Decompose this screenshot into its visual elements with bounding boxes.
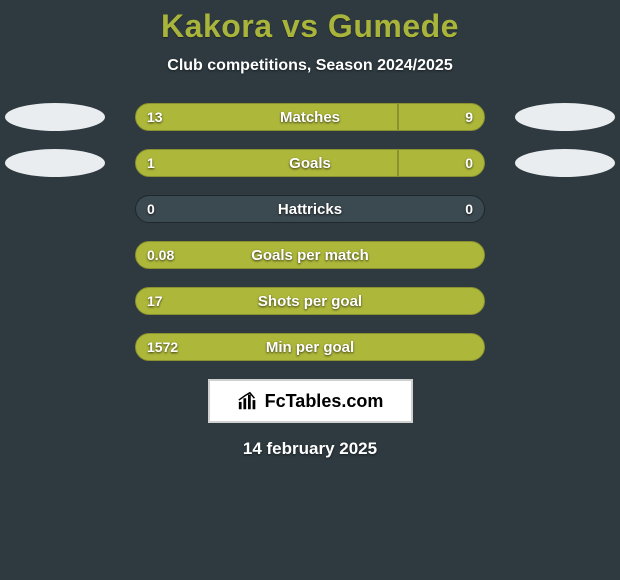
- stat-row: 00Hattricks: [0, 195, 620, 223]
- bar-left-fill: [135, 149, 398, 177]
- spacer: [5, 195, 105, 223]
- spacer: [515, 287, 615, 315]
- stat-row: 17Shots per goal: [0, 287, 620, 315]
- player-left-oval: [5, 149, 105, 177]
- bar-right-fill: [398, 149, 486, 177]
- bar-left-fill: [135, 287, 485, 315]
- stat-bar: 1572Min per goal: [135, 333, 485, 361]
- stat-row: 139Matches: [0, 103, 620, 131]
- page-title: Kakora vs Gumede: [0, 8, 620, 45]
- comparison-date: 14 february 2025: [0, 439, 620, 459]
- spacer: [5, 241, 105, 269]
- stat-row: 10Goals: [0, 149, 620, 177]
- fctables-logo[interactable]: FcTables.com: [208, 379, 413, 423]
- player-left-oval: [5, 103, 105, 131]
- spacer: [5, 333, 105, 361]
- stat-bar: 10Goals: [135, 149, 485, 177]
- player-right-oval: [515, 149, 615, 177]
- page-subtitle: Club competitions, Season 2024/2025: [0, 57, 620, 75]
- spacer: [5, 287, 105, 315]
- spacer: [515, 195, 615, 223]
- bar-left-fill: [135, 103, 398, 131]
- stat-row: 1572Min per goal: [0, 333, 620, 361]
- stat-bar: 00Hattricks: [135, 195, 485, 223]
- player-right-oval: [515, 103, 615, 131]
- stat-bar: 0.08Goals per match: [135, 241, 485, 269]
- spacer: [515, 333, 615, 361]
- stat-rows: 139Matches 10Goals 00Hattricks 0.08Goals pe…: [0, 103, 620, 361]
- bar-left-fill: [135, 241, 485, 269]
- bar-track: [135, 195, 485, 223]
- comparison-card: Kakora vs Gumede Club competitions, Seas…: [0, 0, 620, 459]
- bar-left-fill: [135, 333, 485, 361]
- stat-row: 0.08Goals per match: [0, 241, 620, 269]
- spacer: [515, 241, 615, 269]
- chart-bars-icon: [237, 390, 259, 412]
- bar-right-fill: [398, 103, 486, 131]
- stat-bar: 139Matches: [135, 103, 485, 131]
- logo-text: FcTables.com: [265, 391, 384, 412]
- stat-bar: 17Shots per goal: [135, 287, 485, 315]
